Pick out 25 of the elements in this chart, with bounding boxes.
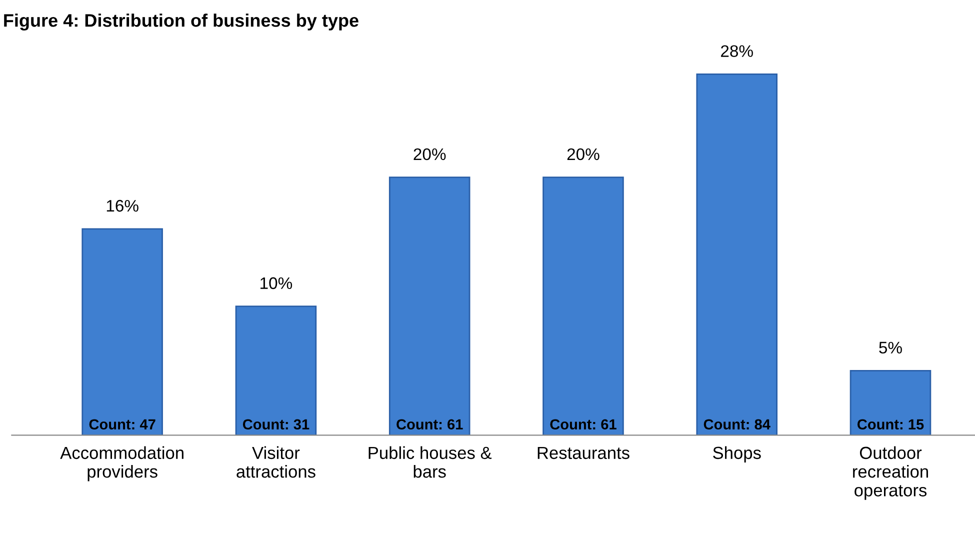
data-label: 10% <box>260 277 292 290</box>
x-tick-label: Shops <box>713 446 761 462</box>
bar <box>696 73 778 436</box>
data-label: 20% <box>567 148 600 160</box>
chart-title: Figure 4: Distribution of business by type <box>4 14 358 31</box>
annotation: Count: 31 <box>242 419 310 430</box>
annotation: Count: 47 <box>89 419 156 430</box>
data-label: 28% <box>721 45 753 57</box>
x-tick-label: Accommodation providers <box>60 446 184 482</box>
data-label: 5% <box>879 342 902 354</box>
x-tick-label: Public houses & bars <box>368 446 492 478</box>
x-tick-label: Outdoor recreation operators <box>853 446 928 500</box>
bar <box>388 176 470 436</box>
annotation: Count: 84 <box>704 419 770 430</box>
x-tick-label: Visitor attractions <box>236 446 316 478</box>
bar <box>850 370 932 436</box>
bar <box>235 306 317 436</box>
x-tick-label: Restaurants <box>538 446 630 460</box>
annotation: Count: 15 <box>857 419 924 430</box>
data-label: 20% <box>414 148 446 160</box>
data-label: 16% <box>106 200 138 212</box>
bar <box>82 228 163 436</box>
annotation: Count: 61 <box>396 419 463 430</box>
annotation: Count: 61 <box>550 419 616 430</box>
bar <box>542 176 624 436</box>
